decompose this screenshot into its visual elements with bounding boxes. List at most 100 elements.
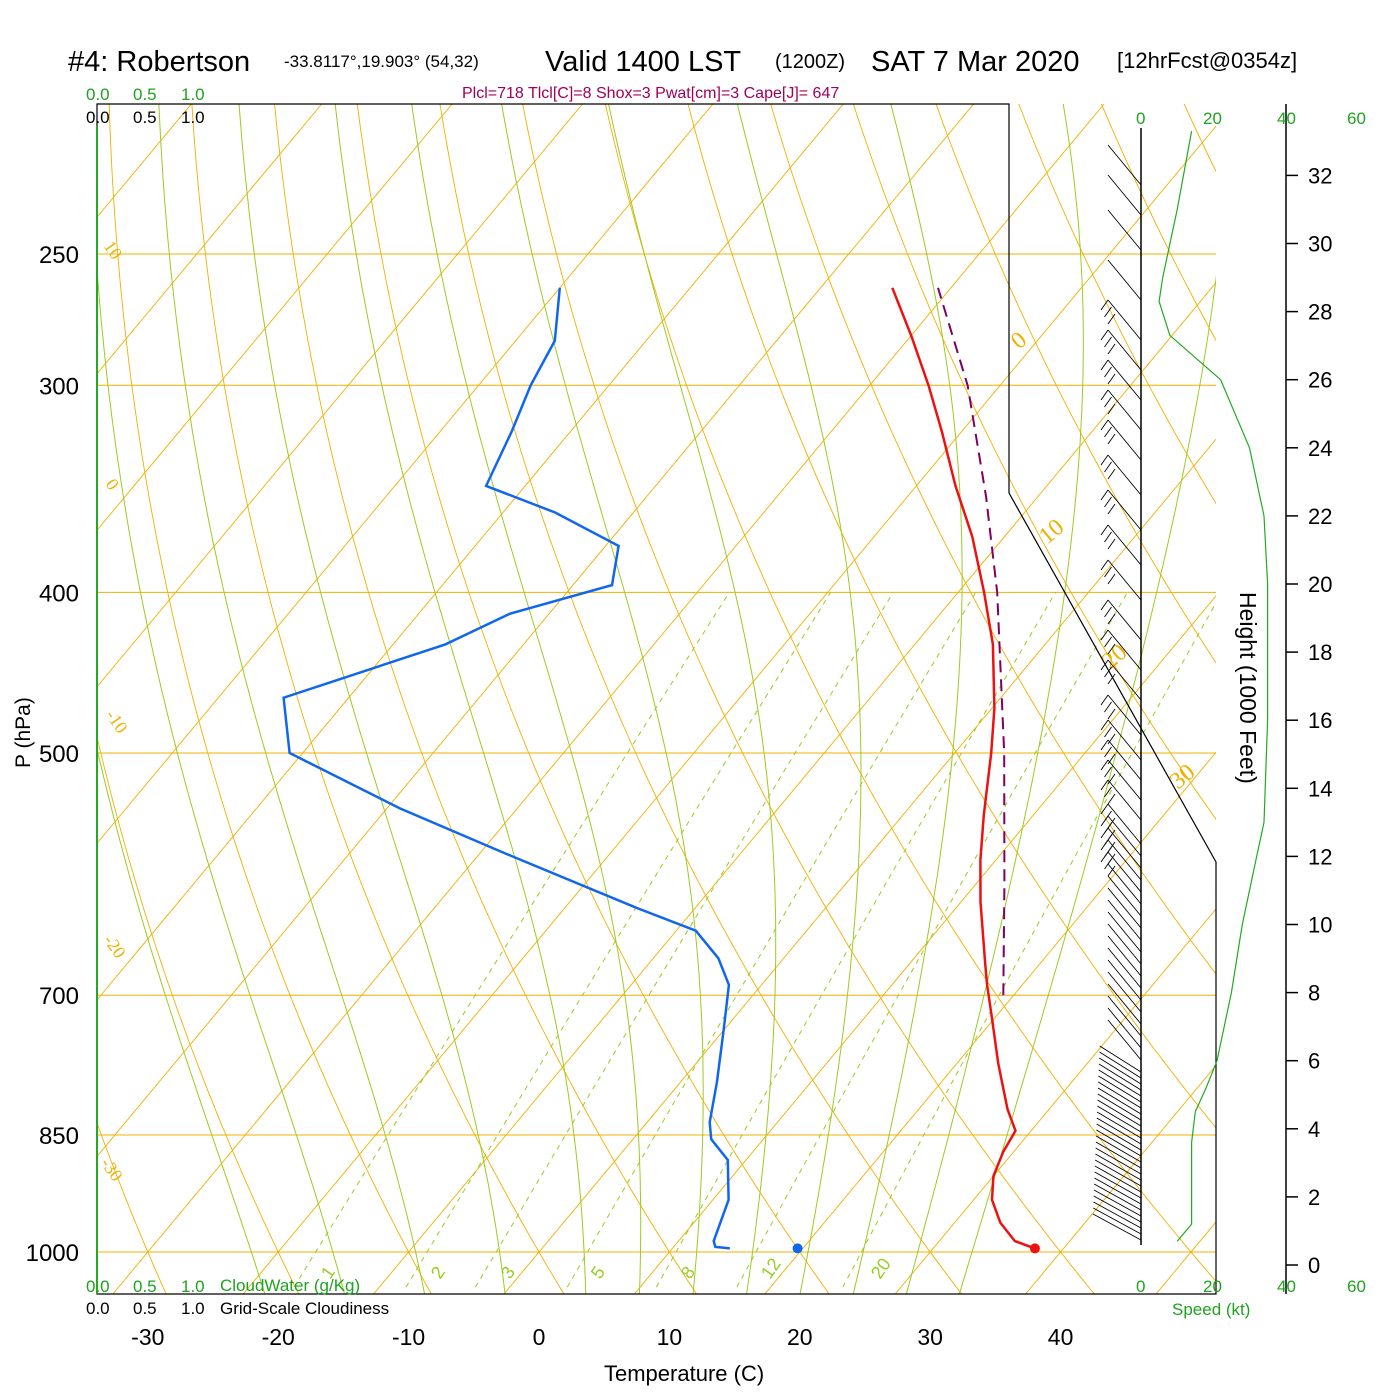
pressure-ticks: 250 300 400 500 700 850 1000	[26, 242, 79, 1267]
wind-barb	[1107, 419, 1142, 461]
wind-barb	[1107, 719, 1142, 761]
wind-barb	[1099, 1057, 1142, 1085]
profiles	[282, 287, 1040, 1254]
wind-barb	[1097, 1093, 1142, 1121]
station-title: #4: Robertson	[68, 46, 250, 78]
dry-adiabat-label: -20	[100, 931, 130, 962]
wind-barb	[1107, 259, 1142, 301]
cloudiness-tick: 0.5	[133, 108, 157, 127]
wind-barb-flag	[1107, 403, 1116, 415]
height-tick-label: 0	[1308, 1253, 1320, 1278]
wind-barb-flag	[1107, 773, 1116, 785]
wind-barb	[1095, 1141, 1142, 1169]
height-tick-label: 30	[1308, 232, 1332, 257]
isotherm-line	[97, 104, 844, 1001]
wind-barb-flag	[1107, 503, 1116, 515]
dry-adiabat-line	[0, 18, 44, 1321]
wind-barb-flag	[1100, 599, 1109, 611]
wind-barb	[1094, 1165, 1142, 1193]
wind-barb-flag	[1107, 733, 1116, 745]
mixing-ratio-line	[475, 592, 894, 1288]
wind-barb-flag	[1107, 853, 1116, 865]
moist-adiabat-line	[736, 104, 862, 1294]
wind-barb-flag	[1104, 496, 1112, 508]
dry-adiabat-line	[522, 104, 1095, 1294]
wind-barb	[1107, 863, 1142, 905]
wind-barb-flag	[1100, 629, 1109, 641]
speed-tick: 0	[1136, 1277, 1145, 1296]
dry-adiabat-line	[191, 104, 565, 1294]
x-tick-label: 40	[1048, 1324, 1074, 1350]
wind-barb-flag	[1104, 461, 1112, 473]
dry-adiabat-line	[1386, 18, 1400, 1321]
sounding-parameters: Plcl=718 Tlcl[C]=8 Shox=3 Pwat[cm]=3 Cap…	[462, 85, 839, 102]
pressure-tick-label: 300	[39, 373, 79, 400]
valid-time: Valid 1400 LST	[545, 46, 741, 78]
wind-barb	[1097, 1099, 1142, 1127]
wind-barb-flag	[1107, 538, 1116, 550]
wind-speed-line	[1158, 130, 1269, 1242]
cloud-water-label: CloudWater (g/Kg)	[220, 1276, 360, 1295]
isotherm-line	[112, 104, 1105, 1294]
wind-barb	[1107, 359, 1142, 401]
wind-barb	[1107, 935, 1142, 977]
isotherm-line	[1155, 1221, 1216, 1294]
dry-adiabat-label: 0	[102, 475, 124, 494]
wind-barb	[1107, 803, 1142, 845]
wind-barb	[1093, 1195, 1142, 1223]
wind-barb	[1107, 983, 1142, 1025]
speed-tick: 40	[1277, 1277, 1296, 1296]
wind-barb	[1107, 875, 1142, 917]
wind-barb-flag	[1107, 753, 1116, 765]
wind-barb-flag	[1104, 396, 1112, 408]
mixing-ratio-label: 12	[757, 1254, 785, 1282]
wind-barb-flag	[1100, 359, 1109, 371]
wind-barb-flag	[1107, 613, 1116, 625]
wind-barb	[1107, 144, 1142, 186]
height-tick-label: 2	[1308, 1185, 1320, 1210]
wind-barb	[1093, 1189, 1142, 1217]
wind-barb-flag	[1107, 793, 1116, 805]
height-tick-label: 24	[1308, 436, 1332, 461]
wind-barb-flag	[1100, 389, 1109, 401]
y-axis-label: P (hPa)	[12, 697, 35, 768]
wind-barb-flag	[1104, 426, 1112, 438]
mixing-ratio-label: 5	[587, 1263, 609, 1283]
dry-adiabat-line	[439, 104, 963, 1294]
wind-barb-flag	[1104, 366, 1112, 378]
dry-adiabat-label: 10	[100, 237, 127, 263]
wind-barb	[1097, 1105, 1142, 1133]
dry-adiabat-line	[274, 104, 698, 1294]
dry-adiabat-label: -30	[97, 1154, 127, 1185]
wind-barb-flag	[1100, 739, 1109, 751]
pressure-tick-label: 850	[39, 1123, 79, 1150]
x-tick-label: -10	[392, 1324, 425, 1350]
wind-barb-flag	[1100, 694, 1109, 706]
height-tick-label: 12	[1308, 844, 1332, 869]
isotherm-line	[1286, 104, 1400, 1294]
moist-adiabat-line	[334, 104, 587, 1294]
wind-barb	[1093, 1207, 1142, 1235]
height-axis-label: Height (1000 Feet)	[1235, 592, 1261, 784]
pressure-tick-label: 250	[39, 242, 79, 269]
wind-barb	[1107, 299, 1142, 341]
x-tick-label: -20	[262, 1324, 295, 1350]
dry-adiabat-line	[935, 104, 1216, 664]
wind-barb	[1107, 815, 1142, 857]
wind-barb	[1107, 779, 1142, 821]
cloud-scale-bottom: 0.0 0.5 1.0 CloudWater (g/Kg) 0.0 0.5 1.…	[86, 1276, 389, 1318]
wind-barb-flag	[1104, 566, 1112, 578]
wind-barb	[1107, 995, 1142, 1037]
speed-tick: 20	[1203, 109, 1222, 128]
wind-barb	[1107, 524, 1142, 566]
wind-barb-flag	[1107, 313, 1116, 325]
wind-barb	[1099, 1045, 1142, 1073]
isotherm-line	[97, 104, 323, 375]
dry-adiabat-line	[770, 104, 1216, 975]
speed-label: Speed (kt)	[1172, 1300, 1250, 1319]
wind-barb-flag	[1107, 343, 1116, 355]
x-tick-label: 0	[533, 1324, 546, 1350]
height-tick-label: 32	[1308, 163, 1332, 188]
